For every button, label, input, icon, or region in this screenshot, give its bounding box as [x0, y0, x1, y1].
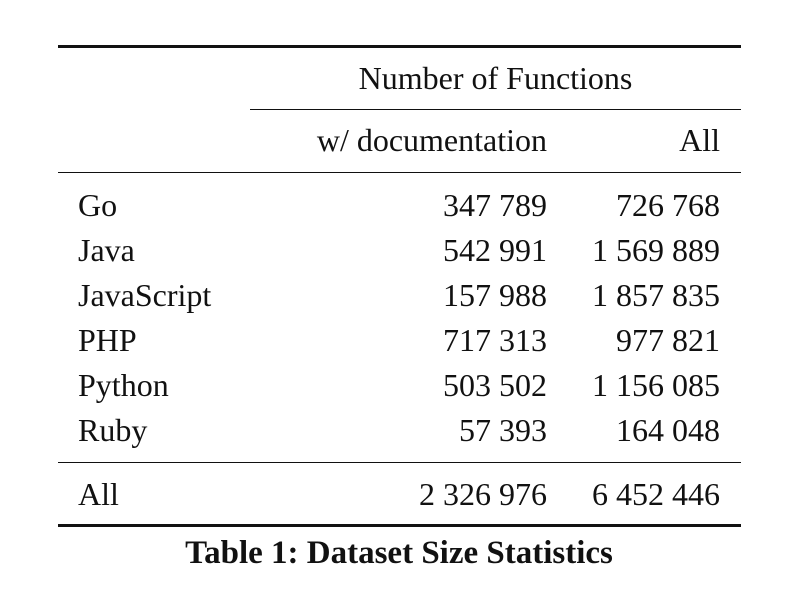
column-header-with-documentation: w/ documentation [316, 122, 547, 158]
row-all-python: 1 156 085 [592, 367, 720, 403]
group-header-rule [250, 109, 741, 110]
row-language-java: Java [78, 232, 135, 268]
row-all-php: 977 821 [616, 322, 720, 358]
total-rule [58, 462, 741, 463]
header-rule [58, 172, 741, 173]
row-documented-python: 503 502 [443, 367, 547, 403]
row-documented-javascript: 157 988 [443, 277, 547, 313]
group-header-number-of-functions: Number of Functions [358, 60, 633, 96]
row-language-javascript: JavaScript [78, 277, 212, 313]
row-language-ruby: Ruby [78, 412, 148, 448]
row-documented-java: 542 991 [443, 232, 547, 268]
row-all-java: 1 569 889 [592, 232, 720, 268]
row-documented-ruby: 57 393 [459, 412, 547, 448]
bottom-rule [58, 524, 741, 527]
total-all: 6 452 446 [592, 476, 720, 512]
row-all-go: 726 768 [616, 187, 720, 223]
row-documented-go: 347 789 [443, 187, 547, 223]
table-caption: Table 1: Dataset Size Statistics [185, 535, 613, 571]
total-label: All [78, 476, 119, 512]
row-all-javascript: 1 857 835 [592, 277, 720, 313]
row-language-go: Go [78, 187, 118, 223]
total-documented: 2 326 976 [419, 476, 547, 512]
row-all-ruby: 164 048 [616, 412, 720, 448]
top-rule [58, 45, 741, 48]
row-documented-php: 717 313 [443, 322, 547, 358]
column-header-all: All [679, 122, 720, 158]
row-language-python: Python [78, 367, 169, 403]
row-language-php: PHP [78, 322, 137, 358]
